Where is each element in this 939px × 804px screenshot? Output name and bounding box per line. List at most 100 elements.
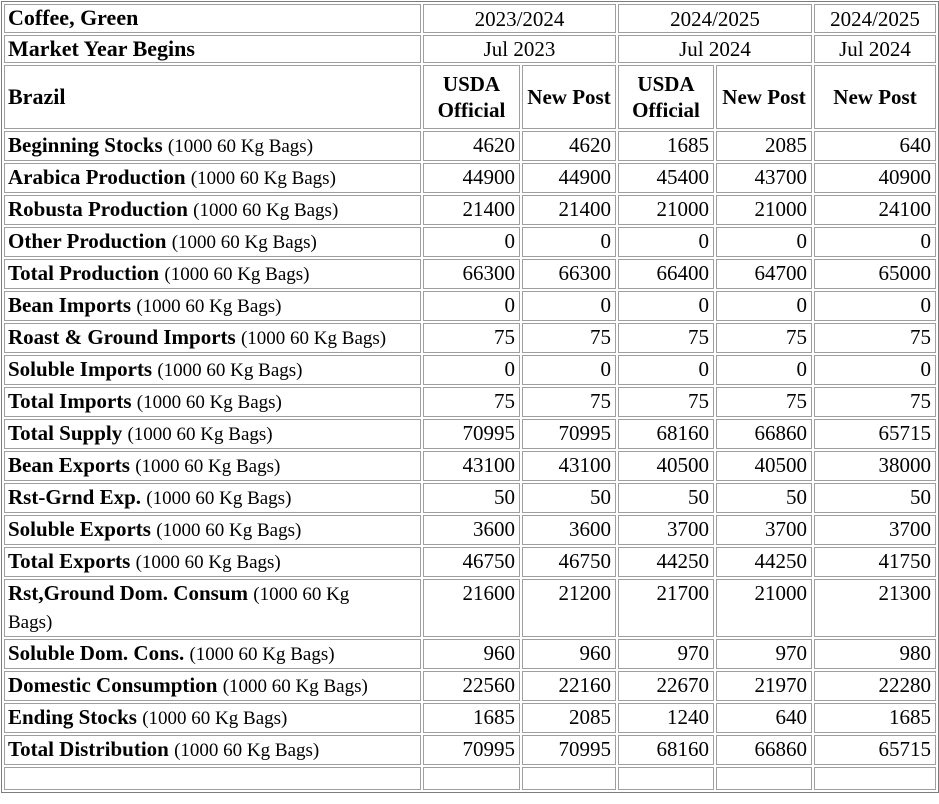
attribute-unit: (1000 60 Kg Bags)	[167, 136, 314, 157]
value-cell: 75	[522, 323, 616, 353]
value-cell: 64700	[716, 259, 812, 289]
attribute-unit: (1000 60 Kg Bags)	[156, 520, 302, 541]
attribute-unit: (1000 60 Kg Bags)	[193, 200, 339, 221]
value-cell: 66400	[618, 259, 714, 289]
attribute-cell: Total Supply (1000 60 Kg Bags)	[4, 419, 421, 449]
attribute-unit: (1000 60 Kg Bags)	[174, 740, 320, 761]
value-cell: 0	[814, 227, 936, 257]
value-cell: 65000	[814, 259, 936, 289]
value-cell: 1685	[618, 131, 714, 161]
attribute-name: Domestic Consumption	[8, 673, 218, 697]
attribute-unit: (1000 60 Kg Bags)	[171, 232, 317, 253]
attribute-name: Roast & Ground Imports	[8, 325, 236, 349]
value-cell: 46750	[423, 547, 520, 577]
attribute-unit: (1000 60 Kg Bags)	[190, 168, 336, 189]
country-cell: Brazil	[4, 65, 421, 129]
value-cell: 44250	[618, 547, 714, 577]
attribute-name: Bean Imports	[8, 293, 132, 317]
market-year-row: Market Year Begins Jul 2023 Jul 2024 Jul…	[4, 35, 936, 63]
value-cell: 75	[814, 323, 936, 353]
attribute-name: Soluble Exports	[8, 517, 151, 541]
value-cell: 21700	[618, 579, 714, 637]
value-cell: 970	[716, 639, 812, 669]
value-cell: 1685	[423, 703, 520, 733]
value-cell: 0	[423, 227, 520, 257]
value-cell: 40500	[716, 451, 812, 481]
attribute-cell: Beginning Stocks (1000 60 Kg Bags)	[4, 131, 421, 161]
attribute-unit: (1000 60 Kg Bags)	[135, 552, 281, 573]
commodity-row: Coffee, Green 2023/2024 2024/2025 2024/2…	[4, 4, 936, 33]
value-cell: 640	[716, 703, 812, 733]
value-cell: 50	[814, 483, 936, 513]
value-cell: 68160	[618, 735, 714, 765]
table-row: Beginning Stocks (1000 60 Kg Bags) 4620 …	[4, 131, 936, 161]
value-cell: 22670	[618, 671, 714, 701]
attribute-name: Total Exports	[8, 549, 131, 573]
value-cell: 50	[522, 483, 616, 513]
value-cell: 22160	[522, 671, 616, 701]
value-cell: 40900	[814, 163, 936, 193]
attribute-cell: Robusta Production (1000 60 Kg Bags)	[4, 195, 421, 225]
value-cell: 38000	[814, 451, 936, 481]
attribute-name: Soluble Imports	[8, 357, 153, 381]
value-cell: 3600	[522, 515, 616, 545]
value-cell: 21000	[716, 579, 812, 637]
attribute-cell: Bean Imports (1000 60 Kg Bags)	[4, 291, 421, 321]
table-row: Total Imports (1000 60 Kg Bags) 75 75 75…	[4, 387, 936, 417]
value-cell: 0	[618, 355, 714, 385]
value-cell: 43700	[716, 163, 812, 193]
value-cell: 70995	[522, 419, 616, 449]
value-cell: 3700	[716, 515, 812, 545]
value-cell: 50	[618, 483, 714, 513]
column-header-cell: New Post	[522, 65, 616, 129]
value-cell: 0	[423, 355, 520, 385]
attribute-cell: Other Production (1000 60 Kg Bags)	[4, 227, 421, 257]
attribute-name: Beginning Stocks	[8, 133, 163, 157]
value-cell: 75	[423, 323, 520, 353]
attribute-unit: (1000 60 Kg Bags)	[164, 264, 310, 285]
year-cell: 2024/2025	[814, 4, 936, 33]
attribute-cell: Total Distribution (1000 60 Kg Bags)	[4, 735, 421, 765]
attribute-cell: Ending Stocks (1000 60 Kg Bags)	[4, 703, 421, 733]
value-cell: 0	[716, 291, 812, 321]
value-cell: 0	[716, 227, 812, 257]
attribute-unit: (1000 60 Kg Bags)	[8, 584, 350, 633]
table-row: Roast & Ground Imports (1000 60 Kg Bags)…	[4, 323, 936, 353]
value-cell: 65715	[814, 419, 936, 449]
attribute-cell: Soluble Dom. Cons. (1000 60 Kg Bags)	[4, 639, 421, 669]
empty-cell	[716, 767, 812, 790]
value-cell: 21970	[716, 671, 812, 701]
table-row: Total Exports (1000 60 Kg Bags) 46750 46…	[4, 547, 936, 577]
value-cell: 46750	[522, 547, 616, 577]
table-row: Soluble Dom. Cons. (1000 60 Kg Bags) 960…	[4, 639, 936, 669]
attribute-name: Total Imports	[8, 389, 132, 413]
table-row: Soluble Imports (1000 60 Kg Bags) 0 0 0 …	[4, 355, 936, 385]
value-cell: 24100	[814, 195, 936, 225]
value-cell: 75	[618, 323, 714, 353]
value-cell: 45400	[618, 163, 714, 193]
value-cell: 3700	[814, 515, 936, 545]
table-row: Other Production (1000 60 Kg Bags) 0 0 0…	[4, 227, 936, 257]
attribute-unit: (1000 60 Kg Bags)	[136, 296, 282, 317]
value-cell: 960	[423, 639, 520, 669]
table-row: Soluble Exports (1000 60 Kg Bags) 3600 3…	[4, 515, 936, 545]
column-header-cell: New Post	[716, 65, 812, 129]
attribute-cell: Bean Exports (1000 60 Kg Bags)	[4, 451, 421, 481]
value-cell: 50	[423, 483, 520, 513]
attribute-unit: (1000 60 Kg Bags)	[146, 488, 292, 509]
value-cell: 21400	[423, 195, 520, 225]
attribute-name: Arabica Production	[8, 165, 186, 189]
attribute-unit: (1000 60 Kg Bags)	[240, 328, 387, 349]
attribute-unit: (1000 60 Kg Bags)	[142, 708, 288, 729]
attribute-name: Total Supply	[8, 421, 123, 445]
table-row: Arabica Production (1000 60 Kg Bags) 449…	[4, 163, 936, 193]
value-cell: 75	[716, 323, 812, 353]
value-cell: 3600	[423, 515, 520, 545]
column-header-cell: USDA Official	[423, 65, 520, 129]
value-cell: 0	[814, 291, 936, 321]
attribute-cell: Total Production (1000 60 Kg Bags)	[4, 259, 421, 289]
attribute-unit: (1000 60 Kg Bags)	[157, 360, 303, 381]
value-cell: 75	[423, 387, 520, 417]
attribute-unit: (1000 60 Kg Bags)	[189, 644, 335, 665]
attribute-name: Total Distribution	[8, 737, 169, 761]
